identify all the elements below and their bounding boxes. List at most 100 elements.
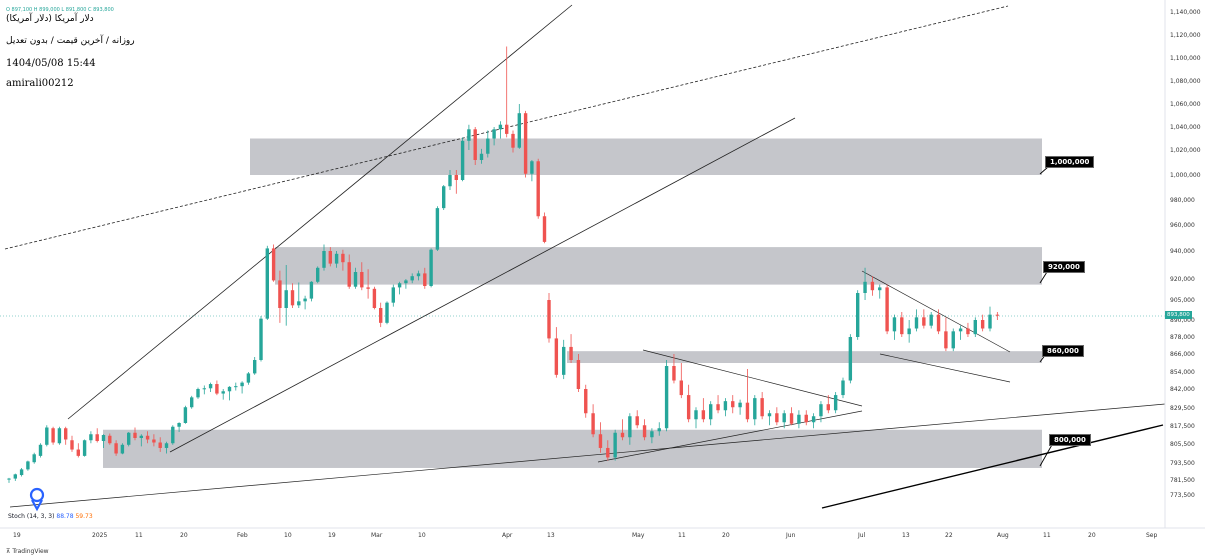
stoch-d-value: 59.73 [75,513,93,520]
zone-860000 [567,351,1042,363]
candle [694,407,698,429]
candle [664,360,669,432]
candle-body [120,444,125,454]
stoch-k-value: 88.78 [56,513,74,520]
candle [290,283,295,308]
candle [202,385,206,395]
price-tick-label: 773,500 [1170,492,1195,499]
time-tick-label: May [632,532,645,539]
candle-body [760,398,764,417]
candle [341,249,345,271]
candle [460,137,465,182]
time-tick-label: Mar [371,532,383,539]
time-tick-label: 20 [722,532,730,539]
candle-body [416,273,421,277]
zone-1000000 [250,138,1042,175]
candle [576,354,581,393]
candle [753,395,757,426]
candle-body [234,386,238,388]
candle [177,422,181,432]
candle [227,386,232,401]
candle-body [265,248,269,319]
candle [82,439,87,457]
price-tick-label: 920,000 [1170,276,1195,283]
time-tick-label: 11 [678,532,686,539]
candle [672,354,676,384]
time-tick-label: Apr [502,532,513,539]
symbol-title: دلار آمریکا (دلار آمریکا) [6,14,94,24]
map-pin-icon[interactable] [27,487,47,517]
triangle-upper [642,349,863,407]
candle [505,46,509,138]
candle-body [826,404,830,411]
candle [760,392,764,420]
candle-body [686,395,691,420]
stoch-name: Stoch [8,513,25,520]
candle-body [620,432,625,438]
candle [448,170,452,190]
level-label-920000: 920,000 [1043,261,1085,273]
candle [57,426,62,445]
price-axis[interactable]: 1,140,000 1,120,000 1,100,000 1,080,000 1,06… [1170,9,1201,499]
candle-body [988,314,992,329]
price-tick-label: 842,000 [1170,386,1195,393]
candle [686,384,691,423]
candle [410,273,414,284]
time-axis[interactable]: 19 2025 11 20 Feb 10 19 Mar 10 Apr 13 May 11 20 Jun Jul… [13,532,1158,539]
candle [7,477,11,483]
candle-body [64,428,68,440]
candle [584,384,588,418]
candle-body [221,391,225,394]
candle-body [385,302,389,323]
candle-body [240,382,244,387]
candle [190,395,194,409]
candles-recent [547,267,1000,461]
candle [183,405,188,424]
candle [164,441,169,454]
candle-body [598,434,603,448]
candle [973,317,977,337]
candle [19,467,24,477]
time-tick-label: 19 [13,532,21,539]
candle [547,293,551,343]
candle [995,312,1000,320]
candle-body [227,386,232,392]
wedge-lower [879,353,1011,383]
tradingview-logo[interactable]: ⊼ TradingView [6,548,49,555]
candle-body [164,443,169,448]
candle-body [82,440,87,456]
candle-body [108,435,112,444]
candle-body [334,253,339,264]
candle-body [183,407,188,423]
candle-body [215,384,219,394]
candle [145,431,150,444]
stoch-indicator-legend[interactable]: Stoch (14, 3, 3) 88.78 59.73 [8,513,93,520]
candle-body [145,435,150,440]
candle [234,382,238,391]
candle-body [878,287,882,291]
candle [95,428,99,443]
candle [38,443,43,458]
candle-body [591,413,595,435]
candle [171,425,175,445]
candle [152,434,156,447]
time-tick-label: 19 [328,532,336,539]
candle [709,401,713,426]
candle-body [914,317,919,329]
candle [379,302,383,328]
price-tick-label: 805,500 [1170,441,1195,448]
candle-body [523,113,528,174]
candle-body [958,328,963,332]
candle [650,428,654,444]
candle [278,270,282,323]
candle [120,443,125,455]
candle-body [379,308,383,323]
triangle-lower [597,410,863,463]
candle-body [679,380,683,396]
candle [628,413,632,445]
candle [848,334,853,384]
trendline-long-base [9,403,1166,508]
candle [385,301,389,325]
candle-body [13,474,17,479]
candle [988,306,992,332]
